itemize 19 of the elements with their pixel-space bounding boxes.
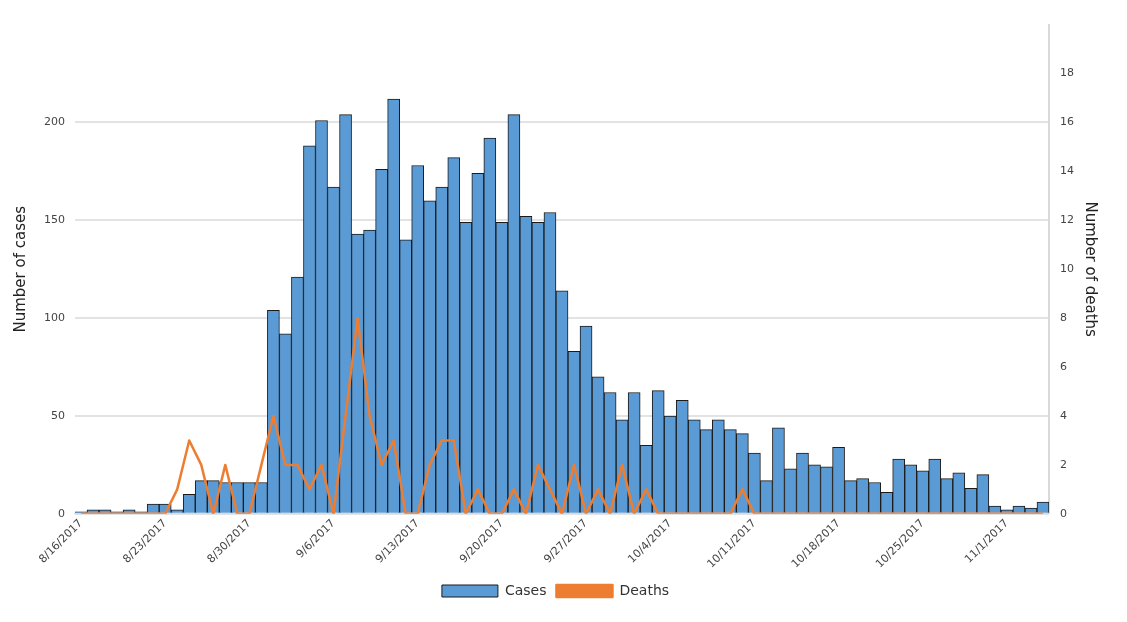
y2-tick-label: 18 <box>1060 66 1074 80</box>
y2-tick-label: 2 <box>1060 457 1067 471</box>
y2-tick-label: 12 <box>1060 213 1074 227</box>
y2-tick-label: 8 <box>1060 311 1067 324</box>
y2-tick-label: 10 <box>1060 262 1074 276</box>
y2-tick-label: 4 <box>1060 408 1067 422</box>
legend-label: Cases <box>504 581 547 598</box>
y-axis-title: Number of cases <box>10 205 29 333</box>
y2-tick-label: 0 <box>1060 506 1067 520</box>
y-tick-label: 0 <box>58 506 65 520</box>
legend-label: Deaths <box>619 581 670 598</box>
y-tick-label: 200 <box>44 115 65 129</box>
y2-tick-label: 6 <box>1060 359 1067 373</box>
y-tick-label: 100 <box>44 311 65 324</box>
y-tick-label: 50 <box>51 408 65 422</box>
y-tick-label: 150 <box>44 213 65 227</box>
y2-tick-label: 14 <box>1060 164 1074 178</box>
y2-axis-title: Number of deaths <box>1082 201 1101 338</box>
y2-tick-label: 16 <box>1060 115 1074 129</box>
